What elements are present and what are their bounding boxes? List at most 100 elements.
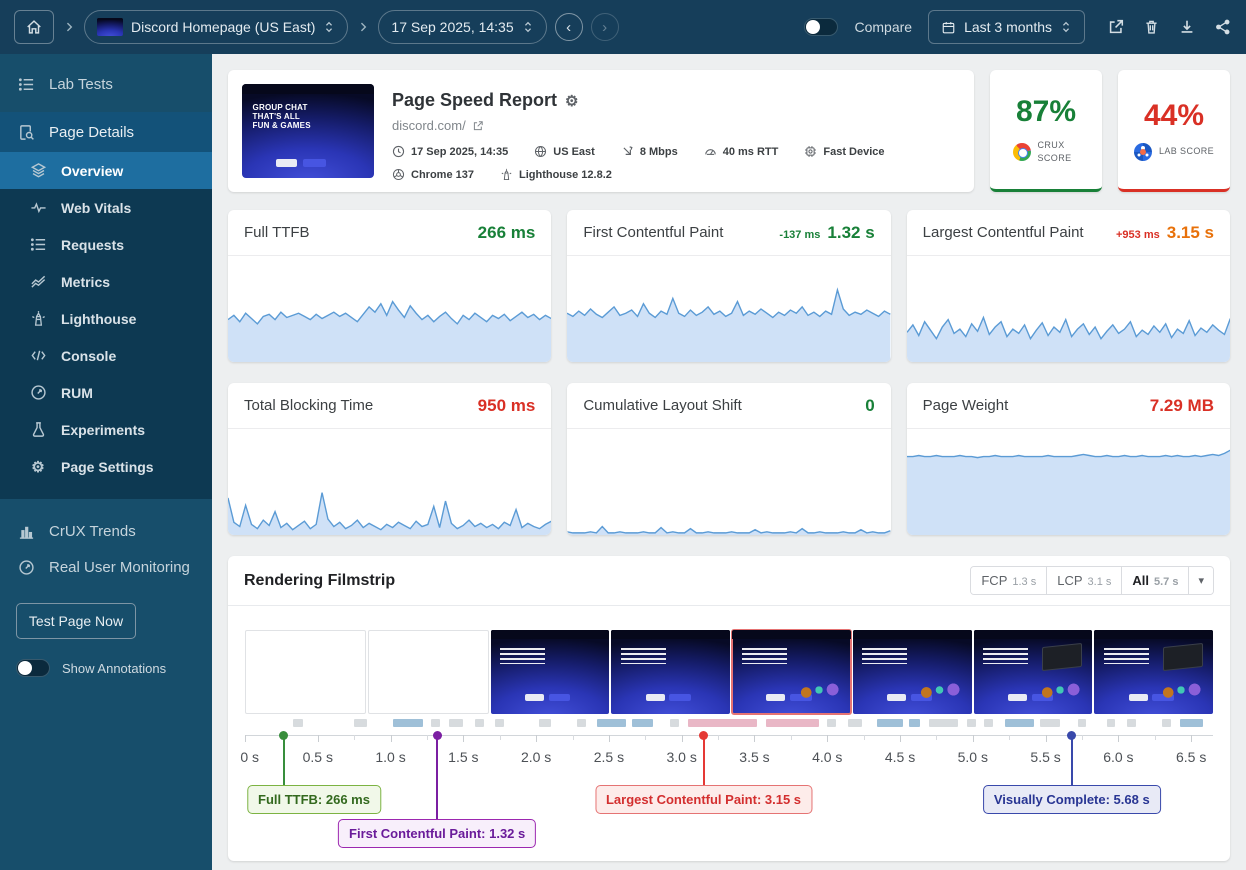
- trend-icon: [28, 273, 48, 290]
- main-content: GROUP CHAT THAT'S ALL FUN & GAMES Page S…: [212, 54, 1246, 870]
- timeline-tick-label: 6.0 s: [1103, 749, 1134, 765]
- home-icon: [27, 20, 41, 34]
- sidebar-item-crux-trends[interactable]: CrUX Trends: [0, 513, 212, 549]
- show-annotations-toggle[interactable]: [16, 659, 50, 677]
- lab-score-label: LAB SCORE: [1158, 146, 1215, 157]
- toggle-knob: [806, 20, 821, 34]
- page-url[interactable]: discord.com/: [392, 118, 952, 133]
- snapshot-select[interactable]: 17 Sep 2025, 14:35: [378, 10, 547, 44]
- project-thumbnail: [97, 18, 123, 36]
- metric-title: Total Blocking Time: [244, 397, 374, 414]
- project-select-label: Discord Homepage (US East): [131, 19, 316, 35]
- metric-card-largest-contentful-paint: Largest Contentful Paint +953 ms 3.15 s: [906, 210, 1230, 362]
- sidebar-item-label: Lab Tests: [49, 75, 113, 93]
- sidebar-item-console[interactable]: Console: [0, 337, 212, 374]
- filmstrip-title: Rendering Filmstrip: [244, 571, 396, 589]
- speedometer-icon: [28, 384, 48, 401]
- timeline-tick-label: 1.0 s: [375, 749, 406, 765]
- timeline-tick-label: 3.0 s: [666, 749, 697, 765]
- sidebar-item-requests[interactable]: Requests: [0, 226, 212, 263]
- lab-score-card: 44% LAB SCORE: [1118, 70, 1230, 192]
- date-range-label: Last 3 months: [964, 19, 1052, 35]
- timeline-marker-label: Largest Contentful Paint: 3.15 s: [594, 785, 813, 814]
- sidebar-item-label: Overview: [61, 162, 124, 179]
- sidebar-item-page-details[interactable]: Page Details: [0, 112, 212, 152]
- share-button[interactable]: [1214, 18, 1232, 36]
- filmstrip-frame[interactable]: [245, 630, 366, 714]
- filmstrip-frame[interactable]: [852, 630, 972, 714]
- flask-icon: [28, 421, 48, 438]
- filmstrip-frame[interactable]: [367, 630, 489, 714]
- timeline-marker-label: Visually Complete: 5.68 s: [982, 785, 1161, 814]
- download-button[interactable]: [1178, 18, 1196, 36]
- date-range-select[interactable]: Last 3 months: [928, 10, 1085, 44]
- sidebar-item-label: Lighthouse: [61, 310, 137, 327]
- sidebar-item-page-settings[interactable]: ⚙ Page Settings: [0, 448, 212, 485]
- metric-title: Page Weight: [922, 397, 1009, 414]
- page-title: Page Speed Report ⚙: [392, 90, 579, 110]
- timeline-marker-dot: [1067, 730, 1077, 740]
- report-settings-icon[interactable]: ⚙: [565, 92, 579, 110]
- metric-sparkline: [906, 256, 1230, 362]
- device-icon: [804, 145, 817, 158]
- bandwidth-icon: [621, 145, 634, 158]
- metric-card-total-blocking-time: Total Blocking Time 950 ms: [228, 383, 552, 535]
- metric-value: 1.32 s: [827, 222, 875, 242]
- timeline-marker-dot: [699, 730, 709, 740]
- filmstrip-button-lcp[interactable]: LCP 3.1 s: [1046, 567, 1122, 594]
- rtt-icon: [704, 145, 717, 158]
- filmstrip-timeline: 0 s 0.5 s 1.0 s 1.5 s 2.0 s 2.5 s 3.0 s 3.5 s 4.…: [240, 730, 1213, 870]
- crux-score-value: 87%: [1015, 94, 1077, 128]
- delete-button[interactable]: [1143, 18, 1160, 36]
- sidebar-item-experiments[interactable]: Experiments: [0, 411, 212, 448]
- filmstrip-button-fcp[interactable]: FCP 1.3 s: [971, 567, 1047, 594]
- sidebar-item-lab-tests[interactable]: Lab Tests: [0, 66, 212, 102]
- sidebar-item-web-vitals[interactable]: Web Vitals: [0, 189, 212, 226]
- sidebar-item-overview[interactable]: Overview: [0, 152, 212, 189]
- sidebar-item-lighthouse[interactable]: Lighthouse: [0, 300, 212, 337]
- filmstrip-frame[interactable]: [611, 630, 730, 714]
- filmstrip-frame[interactable]: [490, 630, 610, 714]
- sidebar-item-label: CrUX Trends: [49, 522, 136, 540]
- timeline-tick-label: 1.5 s: [448, 749, 479, 765]
- open-external-button[interactable]: [1107, 18, 1125, 36]
- metric-value: 950 ms: [477, 395, 536, 415]
- filmstrip-frame[interactable]: [1094, 630, 1213, 714]
- timeline-tick-label: 5.0 s: [957, 749, 988, 765]
- clock-icon: [392, 145, 405, 158]
- test-page-now-button[interactable]: Test Page Now: [16, 603, 136, 639]
- sidebar-item-label: Metrics: [61, 273, 111, 290]
- breadcrumb-chevron-icon: [356, 20, 370, 34]
- compare-label: Compare: [854, 19, 913, 35]
- select-arrows-icon: [522, 20, 534, 34]
- filmstrip-dropdown-button[interactable]: ▾: [1188, 567, 1213, 594]
- previous-test-button[interactable]: ‹: [554, 13, 583, 41]
- timeline-tick-label: 2.0 s: [520, 749, 552, 765]
- filmstrip-frame[interactable]: [731, 629, 852, 715]
- metric-card-cumulative-layout-shift: Cumulative Layout Shift 0: [567, 383, 891, 535]
- external-link-icon: [1109, 19, 1124, 34]
- metric-grid: Full TTFB 266 ms First Contentful Paint …: [228, 210, 1230, 535]
- compare-toggle[interactable]: [804, 18, 839, 36]
- sidebar-item-metrics[interactable]: Metrics: [0, 263, 212, 300]
- sidebar-item-real-user-monitoring[interactable]: Real User Monitoring: [0, 549, 212, 585]
- sidebar-item-label: Requests: [61, 236, 125, 253]
- toggle-knob: [18, 661, 32, 675]
- next-test-button[interactable]: ›: [590, 13, 619, 41]
- sidebar-item-label: RUM: [61, 384, 93, 401]
- select-arrows-icon: [1060, 20, 1072, 34]
- metric-sparkline: [228, 429, 552, 535]
- sidebar-item-rum[interactable]: RUM: [0, 374, 212, 411]
- metric-card-page-weight: Page Weight 7.29 MB: [906, 383, 1230, 535]
- globe-icon: [534, 145, 547, 158]
- metric-title: Largest Contentful Paint: [922, 224, 1084, 241]
- filmstrip-activity-strip: [245, 719, 1213, 727]
- snapshot-select-label: 17 Sep 2025, 14:35: [391, 19, 514, 35]
- timeline-marker-label: First Contentful Paint: 1.32 s: [338, 819, 537, 848]
- report-header-card: GROUP CHAT THAT'S ALL FUN & GAMES Page S…: [228, 70, 974, 192]
- filmstrip-button-all[interactable]: All 5.7 s: [1121, 567, 1189, 594]
- filmstrip-frame[interactable]: [973, 630, 1093, 714]
- pulse-icon: [28, 199, 48, 216]
- project-select[interactable]: Discord Homepage (US East): [84, 10, 349, 44]
- home-button[interactable]: [14, 10, 54, 44]
